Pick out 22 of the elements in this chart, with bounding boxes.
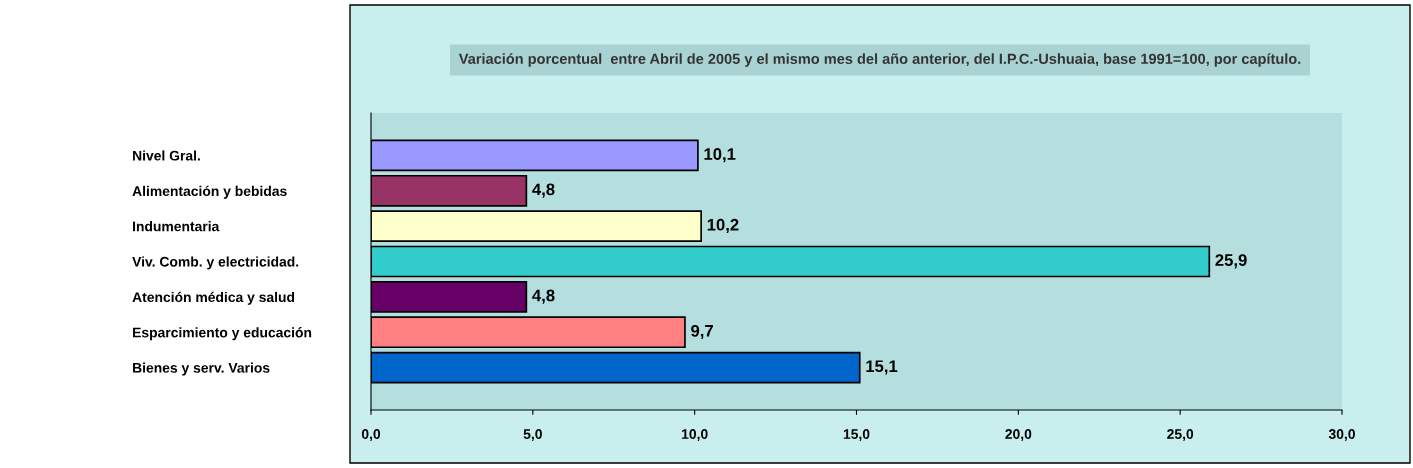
- data-label: 10,2: [707, 218, 739, 234]
- x-tick-label: 30,0: [1328, 429, 1355, 441]
- chart-title: Variación porcentual entre Abril de 2005 y el mismo mes del año anterior, del I.P.C.-Ushuaia, base 1991=100, por capítulo.: [458, 53, 1301, 67]
- x-tick-label: 20,0: [1005, 429, 1032, 441]
- x-tick-label: 5,0: [523, 429, 542, 441]
- y-tick-label: Esparcimiento y educación: [133, 327, 312, 341]
- y-tick-label: Atención médica y salud: [132, 291, 295, 305]
- y-tick-label: Indumentaria: [133, 221, 220, 232]
- x-tick-label: 15,0: [843, 429, 870, 441]
- data-label: 4,8: [532, 289, 555, 304]
- x-tick-label: 25,0: [1167, 429, 1194, 441]
- data-label: 4,8: [532, 183, 555, 198]
- y-tick-label: Alimentación y bebidas: [132, 185, 287, 199]
- data-label: 25,9: [1215, 254, 1247, 269]
- y-tick-label: Viv. Comb. y electricidad.: [132, 256, 299, 270]
- data-label: 15,1: [866, 360, 898, 375]
- data-label: 9,7: [691, 324, 713, 340]
- x-tick-label: 0,0: [361, 429, 381, 441]
- x-tick-label: 10,0: [682, 429, 708, 441]
- y-tick-label: Nivel Gral.: [133, 150, 200, 161]
- y-tick-label: Bienes y serv. Varios: [133, 362, 270, 376]
- data-label: 10,1: [704, 148, 736, 163]
